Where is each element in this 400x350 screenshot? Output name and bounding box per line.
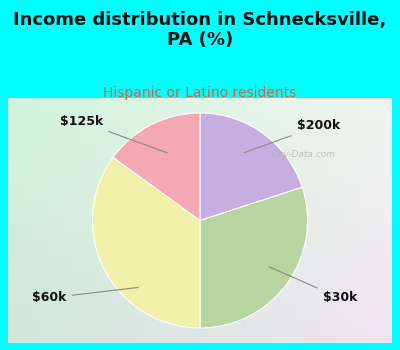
Text: Income distribution in Schnecksville,
PA (%): Income distribution in Schnecksville, PA… xyxy=(13,10,387,49)
Text: City-Data.com: City-Data.com xyxy=(271,150,335,159)
Text: $125k: $125k xyxy=(60,115,167,153)
Wedge shape xyxy=(200,113,302,220)
Wedge shape xyxy=(92,157,200,328)
Text: $200k: $200k xyxy=(244,119,340,153)
Wedge shape xyxy=(200,187,308,328)
Text: $60k: $60k xyxy=(32,287,138,304)
Text: $30k: $30k xyxy=(269,267,357,304)
Wedge shape xyxy=(113,113,200,220)
Text: Hispanic or Latino residents: Hispanic or Latino residents xyxy=(103,86,297,100)
